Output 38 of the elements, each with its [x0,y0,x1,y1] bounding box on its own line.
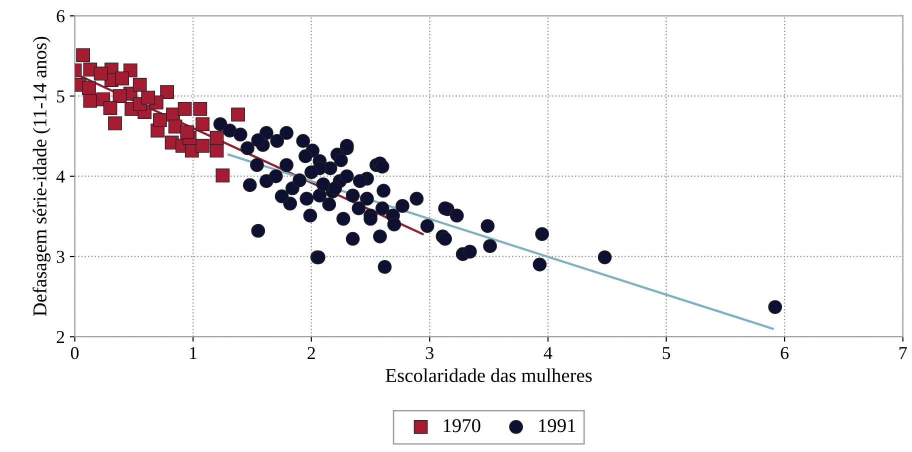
point [160,85,174,99]
point [108,116,122,130]
point [193,102,208,116]
x-tick-label: 4 [544,347,552,359]
point [196,138,210,153]
point [112,89,127,103]
x-tick-label: 0 [70,346,79,360]
point [178,102,192,116]
point [115,71,130,86]
point [82,81,96,95]
point [132,78,147,92]
y-tick-label: 2 [56,331,64,344]
point [216,168,230,182]
x-tick-label: 7 [900,347,907,359]
point [153,113,167,128]
legend-label: 1991 [539,419,576,432]
point [210,144,224,158]
y-axis-title: Defasagem série-idade (11-14 anos) [32,36,50,316]
y-tick-label: 6 [56,10,65,22]
x-tick-label: 5 [662,347,670,360]
point [168,120,182,134]
x-tick-label: 6 [780,347,789,360]
point [231,108,245,122]
point [76,48,90,62]
point [196,117,210,132]
y-tick-label: 3 [56,250,64,263]
point [210,130,224,145]
point [180,125,194,140]
legend-label: 1970 [444,419,480,432]
y-tick-label: 4 [56,170,65,183]
x-tick-label: 1 [190,347,197,359]
point [94,66,108,81]
point [141,90,156,105]
point [103,101,118,116]
x-axis-title: Escolaridade das mulheres [386,368,592,382]
x-tick-label: 3 [426,347,434,360]
x-tick-label: 2 [308,347,315,359]
y-tick-label: 5 [57,90,64,102]
